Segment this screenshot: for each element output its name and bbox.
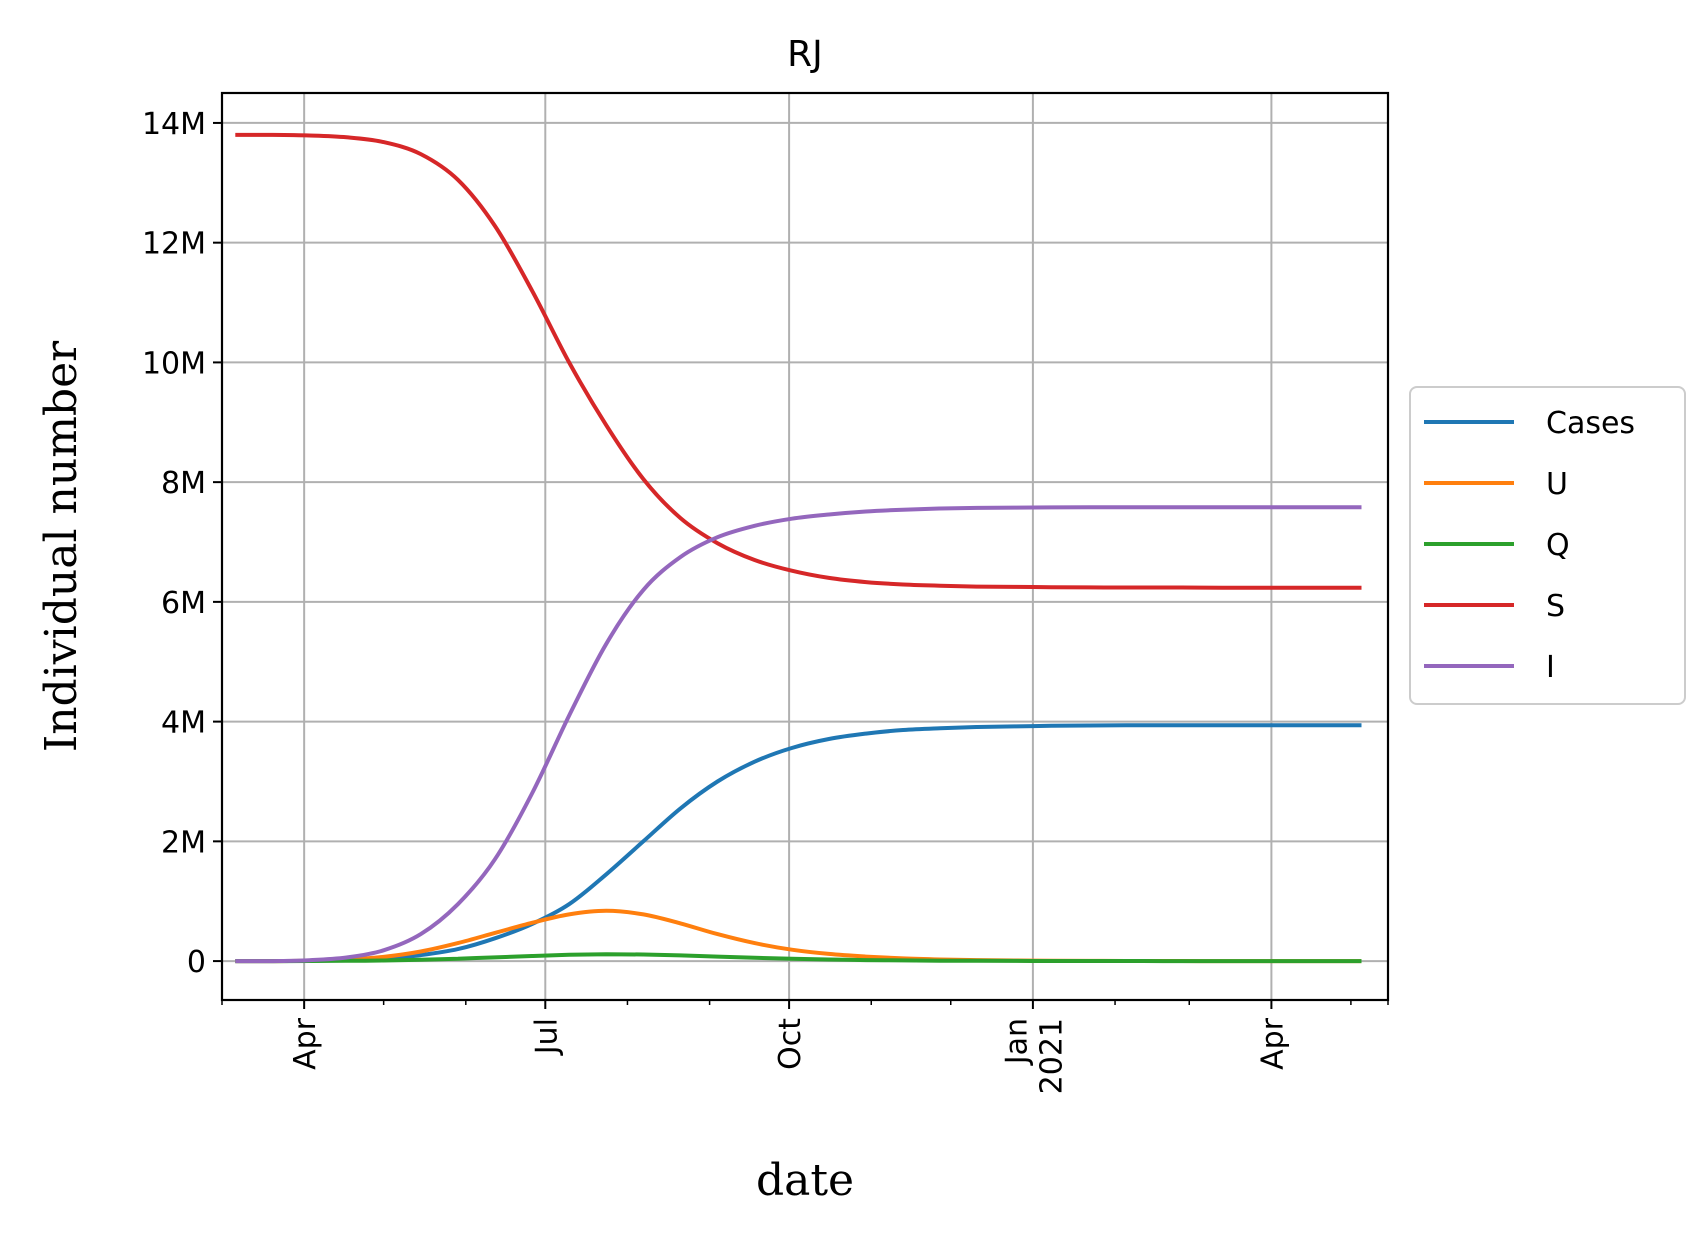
grid <box>222 93 1388 1000</box>
y-tick-label: 14M <box>142 107 206 142</box>
series-line-q <box>235 952 1362 964</box>
legend-label: Q <box>1546 528 1570 563</box>
series-layer <box>235 132 1362 964</box>
legend-box <box>1409 386 1686 705</box>
legend-label: Cases <box>1546 406 1635 441</box>
y-axis-label: Individual number <box>36 340 87 752</box>
series-line-u <box>235 908 1362 964</box>
series-line-i <box>235 505 1362 964</box>
y-tick-label: 8M <box>161 466 206 501</box>
x-tick-label: Apr <box>288 1017 323 1070</box>
y-axis: 0 2M 4M 6M 8M 10M 12M 14M <box>142 107 222 980</box>
x-tick-label: Oct <box>773 1018 808 1070</box>
x-tick-label: Jan2021 <box>999 1018 1069 1094</box>
x-axis: Apr Jul Oct Jan2021 Apr <box>221 1000 1389 1094</box>
legend-label: S <box>1546 589 1565 624</box>
y-tick-label: 6M <box>161 586 206 621</box>
y-tick-label: 2M <box>161 825 206 860</box>
series-line-s <box>235 132 1362 590</box>
y-tick-label: 10M <box>142 346 206 381</box>
y-tick-label: 4M <box>161 706 206 741</box>
y-tick-label: 0 <box>187 945 206 980</box>
x-tick-label: Jul <box>529 1018 564 1056</box>
y-tick-label: 12M <box>142 227 206 262</box>
legend-label: I <box>1546 650 1555 685</box>
legend-label: U <box>1546 467 1568 502</box>
x-tick-label: Apr <box>1255 1017 1290 1070</box>
series-line-cases <box>235 723 1362 964</box>
x-axis-label: date <box>756 1155 854 1206</box>
plot-frame <box>220 91 1390 1002</box>
chart-title: RJ <box>787 34 823 75</box>
